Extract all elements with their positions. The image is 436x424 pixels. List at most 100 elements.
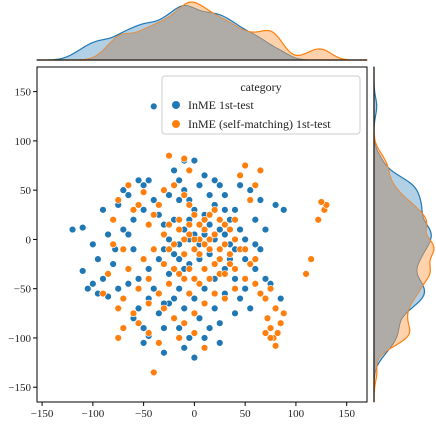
- point-series-1-56: [200, 299, 209, 308]
- y-tick-label-5: 100: [15, 136, 32, 148]
- point-series-1-48: [175, 270, 183, 278]
- point-series-0-93: [276, 294, 285, 303]
- legend-box: [161, 75, 361, 135]
- point-series-0-126: [180, 344, 188, 352]
- point-series-0-113: [124, 230, 133, 239]
- point-series-1-95: [190, 329, 199, 337]
- point-series-1-124: [144, 275, 153, 283]
- point-series-1-104: [180, 275, 188, 283]
- point-series-1-110: [180, 235, 188, 244]
- point-series-1-25: [200, 216, 209, 224]
- point-series-0-115: [94, 255, 102, 263]
- point-series-0-35: [175, 284, 183, 293]
- point-series-0-88: [256, 196, 265, 204]
- point-series-0-34: [170, 294, 178, 303]
- point-series-1-3: [99, 289, 107, 298]
- point-series-0-108: [170, 250, 178, 258]
- point-series-1-96: [200, 344, 209, 352]
- point-series-1-27: [210, 206, 219, 214]
- point-series-0-7: [109, 260, 117, 268]
- point-series-1-88: [185, 289, 194, 298]
- point-series-0-55: [216, 181, 224, 189]
- point-series-1-26: [205, 211, 214, 219]
- point-series-1-84: [241, 161, 249, 170]
- point-series-1-11: [139, 188, 148, 196]
- point-series-1-101: [150, 245, 158, 253]
- point-series-0-80: [231, 275, 239, 283]
- point-series-1-117: [216, 245, 224, 253]
- point-series-1-63: [256, 289, 265, 298]
- point-series-1-10: [124, 181, 133, 189]
- point-series-1-121: [114, 304, 122, 313]
- point-series-0-33: [150, 284, 158, 293]
- point-series-1-100: [139, 255, 148, 263]
- x-tick-label-4: 50: [240, 408, 252, 420]
- point-series-0-47: [170, 166, 178, 175]
- point-series-1-103: [170, 265, 178, 273]
- point-series-0-84: [251, 265, 260, 273]
- point-series-0-20: [114, 284, 122, 293]
- point-series-1-94: [175, 334, 183, 342]
- point-series-1-69: [271, 342, 280, 350]
- point-series-0-117: [68, 225, 77, 234]
- x-tick-label-3: 0: [192, 408, 198, 420]
- point-series-0-97: [241, 255, 249, 263]
- point-series-1-105: [190, 275, 199, 283]
- point-series-0-79: [195, 314, 204, 322]
- point-series-0-15: [144, 176, 153, 185]
- point-series-0-116: [89, 240, 97, 249]
- point-series-1-115: [205, 235, 214, 244]
- point-series-0-49: [190, 156, 199, 165]
- point-series-1-72: [280, 309, 288, 318]
- point-series-1-118: [165, 245, 173, 253]
- point-series-1-93: [155, 339, 163, 347]
- point-series-0-61: [216, 225, 224, 234]
- point-series-0-75: [185, 334, 194, 342]
- point-series-1-75: [261, 329, 270, 337]
- point-series-1-20: [170, 181, 178, 189]
- point-series-1-73: [271, 304, 280, 313]
- point-series-0-22: [124, 280, 133, 288]
- point-series-1-4: [104, 270, 112, 278]
- point-series-1-44: [200, 240, 209, 249]
- point-series-0-96: [251, 240, 260, 249]
- y-tick-label-2: −50: [14, 284, 32, 296]
- point-series-0-128: [210, 176, 219, 185]
- point-series-0-91: [271, 201, 280, 209]
- point-series-1-92: [144, 329, 153, 337]
- point-series-0-53: [205, 191, 214, 199]
- point-series-0-30: [155, 309, 163, 318]
- point-series-1-109: [231, 265, 239, 273]
- point-series-0-37: [155, 255, 163, 263]
- point-series-1-34: [216, 255, 224, 263]
- point-series-0-1: [78, 267, 87, 275]
- point-series-1-35: [205, 245, 214, 253]
- point-series-0-85: [256, 245, 265, 253]
- point-series-1-119: [226, 250, 234, 258]
- point-series-1-125: [134, 284, 143, 293]
- point-series-0-72: [180, 304, 188, 313]
- point-series-1-39: [165, 220, 173, 229]
- point-series-0-28: [160, 349, 168, 357]
- point-series-0-65: [241, 235, 249, 244]
- point-series-1-77: [307, 255, 315, 263]
- point-series-0-13: [134, 176, 143, 185]
- x-tick-label-2: −50: [135, 408, 153, 420]
- point-series-0-119: [134, 275, 143, 283]
- point-series-1-21: [180, 191, 188, 199]
- point-series-1-22: [185, 201, 194, 209]
- point-series-0-124: [205, 324, 214, 332]
- point-series-1-90: [205, 275, 214, 283]
- point-series-1-13: [150, 211, 158, 219]
- point-series-0-45: [165, 191, 173, 199]
- y-tick-label-3: 0: [26, 234, 32, 246]
- point-series-1-53: [170, 314, 178, 322]
- point-series-1-81: [317, 198, 326, 206]
- point-series-1-54: [180, 319, 188, 327]
- point-series-1-107: [210, 260, 219, 268]
- point-series-1-83: [256, 166, 265, 175]
- point-series-0-76: [200, 334, 209, 342]
- point-series-1-55: [190, 309, 199, 318]
- point-series-1-52: [160, 304, 168, 313]
- point-series-1-9: [129, 206, 138, 214]
